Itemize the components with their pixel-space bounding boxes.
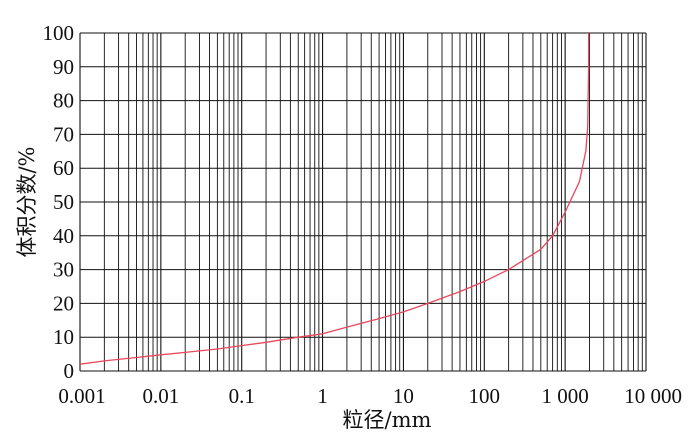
x-tick-label: 0.1 [229,384,255,408]
y-tick-label: 60 [53,156,74,180]
y-tick-label: 50 [53,190,74,214]
x-tick-label: 100 [469,384,501,408]
x-tick-label: 10 [393,384,414,408]
y-tick-label: 70 [53,122,74,146]
x-axis-label: 粒径/mm [343,408,432,432]
y-tick-label: 10 [53,325,74,349]
x-tick-label: 10 000 [624,384,682,408]
series-layer [79,33,590,365]
grid [79,32,647,372]
x-tick-label: 0.01 [142,384,179,408]
y-axis-label: 体积分数/% [15,146,39,257]
y-tick-label: 30 [53,258,74,282]
y-tick-label: 40 [53,224,74,248]
x-tick-label: 1 [317,384,328,408]
x-tick-label: 1 000 [542,384,589,408]
x-tick-label: 0.001 [58,384,105,408]
y-tick-label: 80 [53,89,74,113]
y-tick-label: 20 [53,291,74,315]
series-line [79,33,590,365]
y-tick-label: 0 [64,359,75,383]
x-tick-labels: 0.001 0.01 0.1 1 10 100 1 000 10 000 [58,384,682,408]
y-tick-label: 90 [53,55,74,79]
y-tick-labels: 0 10 20 30 40 50 60 70 80 90 100 [43,21,75,383]
y-tick-label: 100 [43,21,75,45]
